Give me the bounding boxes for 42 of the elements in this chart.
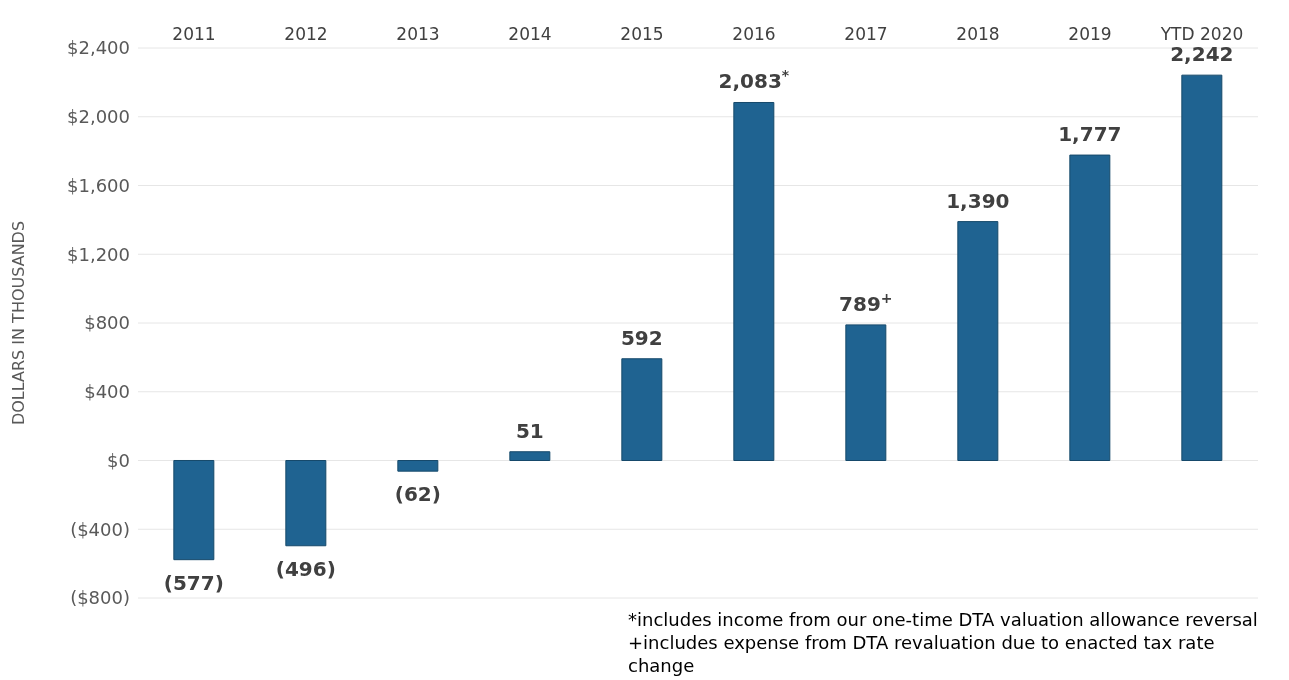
data-label: (496)	[275, 556, 336, 581]
y-tick-label: ($800)	[70, 587, 130, 609]
data-label: 789$^{+}$	[839, 289, 893, 316]
y-tick-label: $400	[84, 381, 130, 403]
y-tick-label: $800	[84, 312, 130, 334]
x-tick-label: 2011	[172, 24, 216, 44]
bar	[957, 221, 999, 461]
y-tick-label: $2,000	[67, 106, 130, 128]
y-tick-label: $0	[107, 449, 130, 471]
y-tick-label: $2,400	[67, 37, 130, 59]
data-label: 51	[515, 418, 544, 443]
bar	[397, 460, 439, 472]
text: *includes income from our one-time DTA valuation allowance reversal	[628, 608, 1259, 631]
data-label: 1,777	[1058, 122, 1122, 147]
x-tick-label: 2015	[620, 24, 664, 44]
bar	[1069, 154, 1111, 461]
x-tick-label: 2019	[1068, 24, 1112, 44]
y-axis-title: DOLLARS IN THOUSANDS	[8, 220, 28, 426]
bar	[509, 451, 551, 461]
x-tick-label: YTD 2020	[1159, 24, 1244, 44]
x-tick-label: 2018	[956, 24, 1000, 44]
bar	[733, 101, 775, 461]
bar	[845, 324, 887, 461]
data-label: 2,083$^{*}$	[718, 67, 790, 94]
bar	[621, 358, 663, 461]
data-label: 1,390	[946, 188, 1010, 213]
x-tick-label: 2012	[284, 24, 328, 44]
bar	[1181, 74, 1223, 461]
x-tick-label: 2017	[844, 24, 888, 44]
data-label: 2,242	[1170, 42, 1234, 67]
text: +includes expense from DTA revaluation due to enacted tax rate change	[628, 631, 1216, 677]
bar	[285, 460, 327, 547]
y-tick-label: $1,200	[67, 243, 130, 265]
x-tick-label: 2014	[508, 24, 552, 44]
x-tick-label: 2016	[732, 24, 776, 44]
y-tick-label: $1,600	[67, 174, 130, 196]
y-tick-label: ($400)	[70, 518, 130, 540]
data-label: (62)	[394, 482, 441, 507]
bar	[173, 460, 215, 561]
data-label: 592	[620, 325, 663, 350]
x-tick-label: 2013	[396, 24, 440, 44]
data-label: (577)	[163, 570, 224, 595]
